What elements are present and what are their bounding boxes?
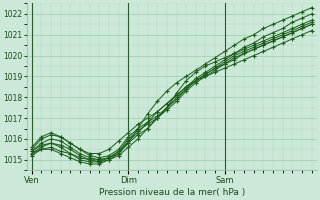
X-axis label: Pression niveau de la mer( hPa ): Pression niveau de la mer( hPa ) xyxy=(99,188,245,197)
